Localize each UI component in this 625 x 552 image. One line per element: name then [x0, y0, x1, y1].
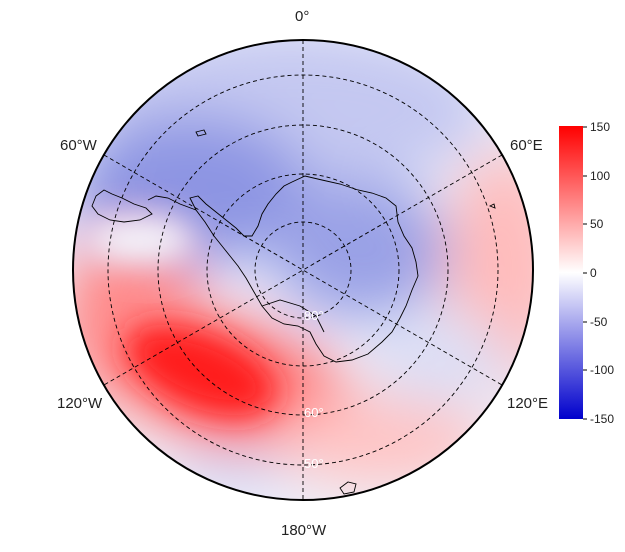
lon-label-120e: 120°E	[507, 395, 549, 412]
falkland-islands	[195, 129, 207, 137]
lat-label-60: 60°	[304, 405, 324, 420]
antarctica-coastline	[189, 175, 419, 363]
blue-anomaly-southeast	[370, 315, 510, 405]
lat-label-80: 80°	[304, 308, 324, 323]
lon-label-180w: 180°W	[281, 522, 327, 539]
graticule	[103, 40, 503, 500]
blue-anomaly-interior	[270, 180, 450, 320]
antarctic-peninsula	[147, 195, 197, 211]
red-core	[124, 323, 276, 417]
colorbar-tick-150: 150	[590, 120, 610, 134]
colorbar-tick-neg150: -150	[590, 412, 614, 426]
colorbar-tick-neg100: -100	[590, 363, 614, 377]
lon-label-60w: 60°W	[60, 137, 97, 154]
colorbar-tick-neg50: -50	[590, 315, 608, 329]
colorbar: 150 100 50 0 -50 -100 -150	[559, 120, 614, 426]
white-band	[85, 215, 195, 265]
south-america-tip	[91, 189, 153, 223]
lon-label-0: 0°	[295, 8, 310, 25]
coastlines	[91, 129, 496, 495]
lat-label-50: 50°	[304, 456, 324, 471]
kerguelen	[488, 203, 496, 209]
colorbar-gradient	[559, 126, 583, 419]
lon-label-60e: 60°E	[510, 137, 543, 154]
lon-label-120w: 120°W	[57, 395, 103, 412]
lat-circle-60	[157, 124, 449, 416]
colorbar-tick-0: 0	[590, 266, 597, 280]
anomaly-field	[73, 40, 533, 500]
map-border	[72, 39, 534, 501]
colorbar-tick-50: 50	[590, 217, 604, 231]
colorbar-tick-100: 100	[590, 169, 610, 183]
ross-ice-shelf	[261, 299, 325, 333]
new-zealand-south	[339, 481, 357, 495]
